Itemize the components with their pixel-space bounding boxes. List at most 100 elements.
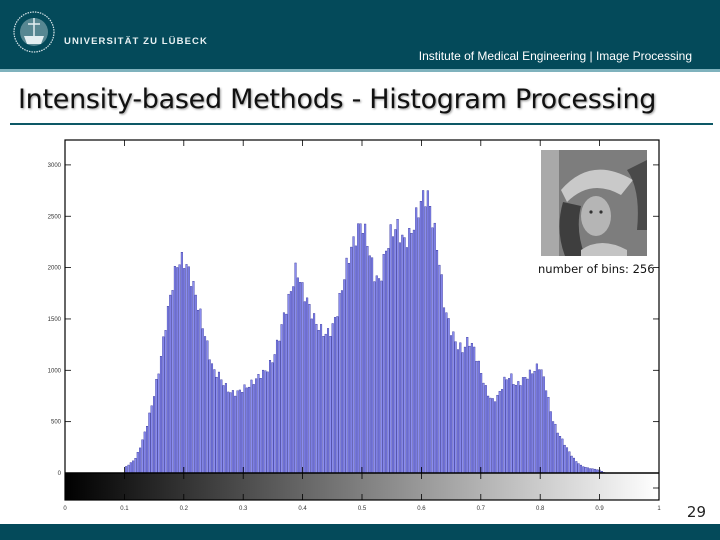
histogram-bar xyxy=(459,342,462,474)
histogram-bar xyxy=(173,266,176,474)
histogram-bar xyxy=(320,324,323,474)
histogram-bar xyxy=(222,385,225,474)
histogram-bar xyxy=(166,306,169,474)
histogram-bar xyxy=(331,323,334,474)
histogram-bar xyxy=(187,266,190,474)
histogram-bar xyxy=(278,340,281,474)
histogram-bar xyxy=(199,308,202,474)
histogram-bar xyxy=(269,360,272,474)
histogram-bar xyxy=(438,264,441,474)
histogram-bar xyxy=(378,278,381,474)
histogram-bar xyxy=(489,397,492,474)
histogram-bar xyxy=(308,304,311,474)
histogram-bar xyxy=(498,391,501,474)
histogram-bar xyxy=(231,390,234,474)
y-tick-label: 1000 xyxy=(48,368,62,374)
x-tick-label: 0.3 xyxy=(239,506,248,512)
histogram-bar xyxy=(572,457,575,474)
university-name: UNIVERSITÄT ZU LÜBECK xyxy=(64,36,208,47)
histogram-bar xyxy=(586,467,589,474)
histogram-bar xyxy=(315,323,318,474)
histogram-bar xyxy=(359,223,362,474)
histogram-bar xyxy=(136,452,139,474)
histogram-bar xyxy=(292,286,295,474)
histogram-bar xyxy=(208,359,211,474)
histogram-bar xyxy=(480,373,483,474)
histogram-bar xyxy=(443,307,446,474)
histogram-bar xyxy=(273,354,276,474)
histogram-bar xyxy=(343,279,346,474)
histogram-bar xyxy=(152,396,156,474)
histogram-bar xyxy=(155,378,158,474)
histogram-bar xyxy=(211,363,214,474)
y-tick-label: 1500 xyxy=(48,317,62,323)
histogram-bar xyxy=(213,369,216,474)
y-tick-label: 3000 xyxy=(48,163,62,169)
histogram-bar xyxy=(169,294,172,474)
histogram-bar xyxy=(215,376,218,474)
histogram-bar xyxy=(238,389,241,474)
histogram-bar xyxy=(275,339,278,474)
histogram-bar xyxy=(159,356,162,474)
histogram-bar xyxy=(519,385,522,474)
histogram-bar xyxy=(482,382,485,474)
histogram-bar xyxy=(449,335,453,474)
histogram-bar xyxy=(357,223,360,474)
x-axis-ticks: 0 0.1 0.2 0.3 0.4 0.5 0.6 0.7 0.8 0.9 1 xyxy=(63,140,661,512)
histogram-bar xyxy=(375,275,378,474)
histogram-bar xyxy=(176,267,179,474)
bin-count-caption: number of bins: 256 xyxy=(538,262,655,276)
histogram-bar xyxy=(559,436,562,474)
histogram-bar xyxy=(447,318,450,474)
histogram-bar xyxy=(577,463,580,474)
histogram-bars xyxy=(125,190,606,474)
histogram-bar xyxy=(148,412,151,474)
histogram-bar xyxy=(262,369,265,474)
x-tick-label: 0.4 xyxy=(298,506,307,512)
histogram-bar xyxy=(380,280,383,474)
histogram-bar xyxy=(194,294,197,474)
histogram-bar xyxy=(350,246,353,474)
histogram-bar xyxy=(554,423,557,474)
histogram-bar xyxy=(528,369,531,474)
histogram-bar xyxy=(429,206,432,474)
histogram-bar xyxy=(317,330,320,474)
histogram-bar xyxy=(234,395,237,474)
y-axis-ticks: 0 500 1000 1500 2000 2500 3000 xyxy=(48,163,659,489)
histogram-bar xyxy=(310,318,313,474)
histogram-bar xyxy=(575,461,578,474)
histogram-bar xyxy=(252,384,255,474)
histogram-bar xyxy=(340,290,343,474)
histogram-bar xyxy=(338,293,341,474)
histogram-bar xyxy=(178,264,181,474)
histogram-bar xyxy=(475,360,478,474)
histogram-bar xyxy=(521,377,524,474)
histogram-bar xyxy=(241,392,244,474)
histogram-bar xyxy=(433,222,436,474)
histogram-bar xyxy=(424,206,427,474)
histogram-bar xyxy=(514,384,517,474)
histogram-bar xyxy=(157,373,160,474)
histogram-bar xyxy=(579,464,582,474)
histogram-bar xyxy=(271,362,274,474)
histogram-bar xyxy=(570,455,573,474)
histogram-bar xyxy=(403,237,406,474)
histogram-bar xyxy=(538,369,541,474)
histogram-bar xyxy=(510,373,513,474)
histogram-bar xyxy=(287,293,290,474)
histogram-bar xyxy=(197,309,200,474)
histogram-bar xyxy=(487,395,490,474)
histogram-bar xyxy=(454,341,457,474)
histogram-bar xyxy=(508,378,511,474)
histogram-bar xyxy=(162,336,165,474)
histogram-bar xyxy=(552,421,555,474)
histogram-bar xyxy=(294,262,297,474)
histogram-bar xyxy=(445,312,448,474)
histogram-bar xyxy=(299,282,302,474)
histogram-bar xyxy=(143,431,146,474)
histogram-bar xyxy=(248,386,251,474)
histogram-bar xyxy=(503,376,506,474)
histogram-bar xyxy=(280,324,283,474)
histogram-bar xyxy=(584,467,587,474)
